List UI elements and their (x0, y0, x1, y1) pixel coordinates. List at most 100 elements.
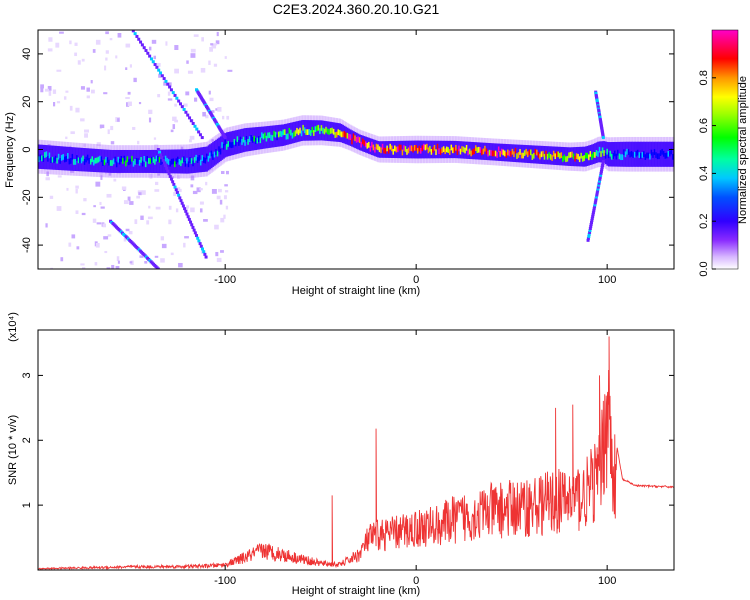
y-tick-label: 40 (21, 48, 33, 60)
ridge-core (206, 153, 209, 160)
snr-multiplier: (x10⁴) (7, 312, 19, 342)
ridge-core (232, 142, 235, 148)
ridge-core (89, 158, 92, 165)
noise-speck (154, 181, 159, 186)
noise-speck (187, 70, 193, 74)
streak-point (600, 165, 604, 169)
streak-point (180, 201, 184, 205)
ridge-core (458, 145, 461, 152)
ridge-core (80, 157, 83, 164)
noise-speck (47, 48, 53, 52)
ridge-core (670, 148, 673, 155)
noise-speck (155, 206, 161, 210)
ridge-cell (497, 143, 500, 161)
noise-speck (104, 250, 108, 254)
streak-point (589, 223, 593, 227)
ridge-core (117, 156, 120, 163)
ridge-core (644, 154, 647, 160)
noise-speck (80, 118, 85, 122)
ridge-core (395, 146, 398, 153)
ridge-core (216, 150, 219, 157)
noise-speck (83, 198, 87, 202)
colorbar-tick-label: 0.0 (698, 261, 710, 276)
ridge-core (166, 157, 169, 164)
ridge-core (86, 154, 89, 161)
ridge-core (562, 156, 565, 162)
ridge-core (394, 145, 397, 152)
streak-point (188, 116, 192, 120)
ridge-core (111, 160, 114, 166)
streak-point (596, 189, 600, 193)
noise-speck (127, 91, 131, 95)
streak-point (130, 27, 133, 30)
ridge-core (476, 147, 479, 153)
noise-speck (107, 234, 112, 237)
ridge-core (114, 156, 117, 163)
ridge-core (479, 147, 482, 153)
streak-point (596, 185, 600, 189)
streak-point (137, 37, 141, 41)
ridge-core (83, 159, 86, 165)
streak-point (589, 221, 593, 225)
noise-speck (214, 224, 219, 230)
ridge-core (106, 157, 109, 163)
ridge-core (499, 151, 502, 157)
streak-point (597, 181, 601, 185)
noise-speck (99, 124, 105, 129)
ridge-core (426, 143, 429, 150)
ridge-core (571, 151, 574, 158)
noise-speck (110, 141, 115, 145)
ridge-core (50, 157, 53, 163)
streak-point (184, 209, 188, 213)
ridge-core (228, 141, 231, 148)
ridge-core (534, 148, 537, 155)
noise-speck (103, 236, 109, 240)
ridge-core (612, 153, 615, 159)
noise-speck (134, 219, 138, 225)
noise-speck (172, 124, 176, 130)
streak-point (168, 85, 172, 89)
ridge-cell (244, 128, 247, 152)
ridge-core (487, 150, 490, 157)
streak-point (590, 219, 594, 223)
streak-point (193, 231, 197, 235)
ridge-cell (115, 149, 118, 173)
streak-point (593, 203, 597, 207)
ridge-core (401, 149, 404, 156)
noise-speck (215, 40, 220, 45)
snr-frame (37, 329, 675, 571)
ridge-core (248, 136, 251, 143)
ridge-core (137, 158, 140, 165)
streak-point (191, 225, 195, 229)
noise-speck (105, 50, 109, 54)
ridge-core (109, 160, 112, 166)
ridge-core (578, 156, 581, 163)
streak-point (159, 153, 163, 157)
ridge-core (54, 155, 57, 162)
streak-point (178, 196, 182, 200)
ridge-core (482, 148, 485, 155)
noise-speck (176, 175, 181, 179)
ridge-core (468, 148, 471, 155)
ridge-core (103, 159, 106, 166)
ridge-core (539, 153, 542, 160)
y-tick-label: 1 (21, 502, 33, 508)
ridge-core (575, 153, 578, 160)
noise-speck (167, 91, 171, 96)
streak-point (200, 247, 204, 251)
ridge-core (358, 137, 361, 143)
noise-speck (80, 86, 85, 90)
streak-point (594, 197, 598, 201)
ridge-core (555, 151, 558, 158)
noise-speck (221, 171, 225, 174)
streak-point (185, 212, 189, 216)
ridge-core (536, 149, 539, 156)
ridge-core (128, 159, 131, 166)
streak-point (171, 180, 175, 184)
ridge-core (643, 151, 646, 157)
noise-speck (172, 116, 177, 121)
noise-speck (127, 196, 131, 202)
noise-speck (81, 212, 86, 216)
ridge-core (624, 151, 627, 158)
noise-speck (56, 206, 62, 211)
